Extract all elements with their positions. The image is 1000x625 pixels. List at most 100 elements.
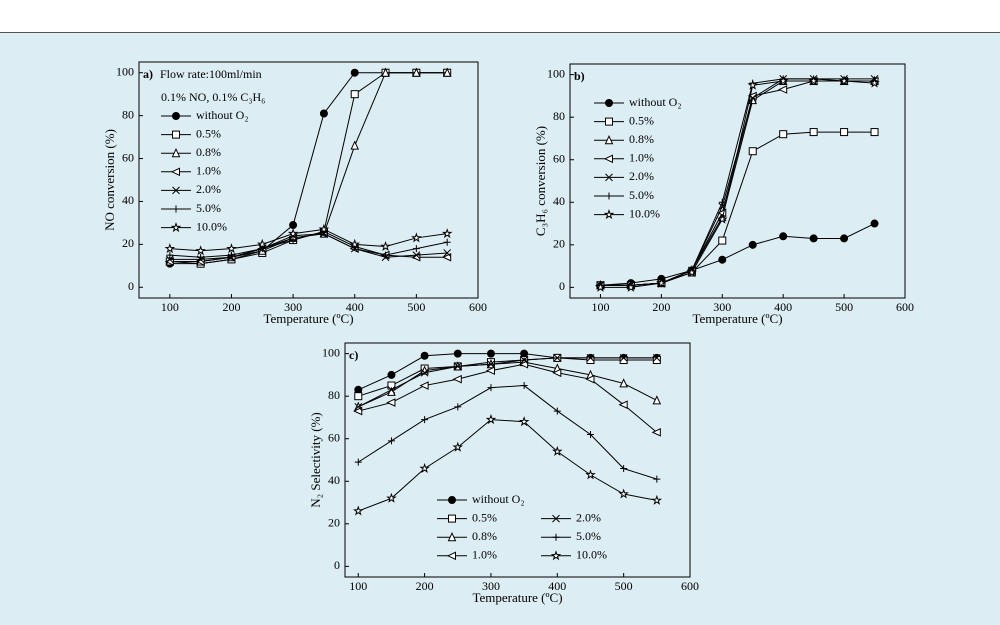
- marker: [164, 243, 176, 254]
- marker: [319, 109, 328, 118]
- legend-marker: [552, 514, 560, 523]
- marker: [387, 437, 395, 445]
- marker: [353, 406, 363, 416]
- marker: [354, 402, 363, 411]
- legend-label: 2.0%: [629, 169, 654, 183]
- x-tick-label: 500: [615, 579, 633, 593]
- marker: [412, 245, 420, 253]
- legend-label: 0.8%: [629, 132, 654, 146]
- panel-label: a): [143, 67, 153, 81]
- marker: [227, 251, 235, 259]
- y-tick-label: 60: [122, 150, 134, 164]
- marker: [808, 75, 819, 86]
- marker: [518, 416, 530, 427]
- marker: [442, 67, 452, 77]
- x-tick-label: 600: [681, 579, 699, 593]
- y-tick-label: 80: [328, 388, 340, 402]
- marker: [350, 90, 359, 99]
- legend-label: 0.8%: [472, 529, 497, 543]
- legend-marker: [605, 173, 613, 182]
- marker: [454, 403, 462, 411]
- x-tick-label: 200: [416, 579, 434, 593]
- series-line: [358, 357, 657, 397]
- marker: [520, 382, 528, 390]
- y-tick-label: 20: [553, 237, 565, 251]
- marker: [289, 221, 298, 230]
- x-tick-label: 600: [896, 300, 914, 314]
- legend-marker: [448, 514, 456, 523]
- x-tick-label: 300: [713, 300, 731, 314]
- legend-label: 10.0%: [629, 206, 660, 220]
- marker: [441, 228, 453, 239]
- series-line: [600, 80, 875, 288]
- y-tick-label: 0: [128, 279, 134, 293]
- marker: [453, 362, 462, 371]
- marker: [652, 395, 662, 405]
- x-tick-label: 200: [222, 300, 240, 314]
- legend-label: 2.0%: [576, 510, 601, 524]
- marker: [718, 255, 727, 264]
- series-line: [358, 385, 657, 480]
- marker: [380, 240, 391, 252]
- marker: [870, 219, 879, 228]
- marker: [651, 428, 661, 437]
- marker: [586, 430, 594, 438]
- legend-marker: [170, 222, 182, 233]
- legend-label: without O₂: [629, 95, 682, 109]
- y-tick-label: 20: [122, 236, 134, 250]
- y-axis-label: NO conversion (%): [102, 129, 117, 231]
- series-line: [358, 357, 657, 408]
- annotation: Flow rate:100ml/min: [160, 67, 262, 81]
- legend-label: 10.0%: [576, 548, 607, 562]
- marker: [452, 374, 462, 384]
- legend-marker: [447, 532, 457, 542]
- marker: [651, 494, 663, 505]
- marker: [289, 236, 297, 244]
- marker: [412, 251, 421, 259]
- marker: [387, 370, 396, 379]
- marker: [619, 356, 628, 365]
- marker: [354, 392, 363, 401]
- marker: [619, 354, 628, 362]
- marker: [354, 458, 362, 466]
- y-tick-label: 40: [553, 194, 565, 208]
- marker: [809, 128, 818, 137]
- marker: [595, 281, 606, 292]
- marker: [165, 255, 174, 264]
- marker: [487, 384, 495, 392]
- marker: [256, 238, 268, 249]
- marker: [779, 130, 788, 139]
- marker: [420, 368, 429, 377]
- x-tick-label: 100: [161, 300, 179, 314]
- x-tick-label: 400: [346, 300, 364, 314]
- legend-marker: [605, 117, 613, 126]
- legend-label: 5.0%: [629, 188, 654, 202]
- marker: [748, 147, 757, 156]
- marker: [779, 232, 788, 241]
- marker: [840, 128, 849, 137]
- series-line: [169, 228, 448, 252]
- legend-label: 1.0%: [629, 151, 654, 165]
- legend-label: 10.0%: [196, 219, 227, 233]
- legend-marker: [604, 135, 614, 145]
- x-tick-label: 600: [469, 300, 487, 314]
- marker: [809, 234, 818, 243]
- marker: [652, 354, 661, 362]
- series-line: [169, 230, 448, 258]
- marker: [748, 240, 757, 249]
- marker: [195, 245, 206, 256]
- x-tick-label: 300: [284, 300, 302, 314]
- series-line: [169, 233, 448, 260]
- marker: [443, 238, 451, 246]
- legend-label: without O₂: [196, 108, 249, 122]
- plot-frame: [344, 342, 691, 578]
- y-tick-label: 100: [322, 345, 340, 359]
- marker: [618, 400, 628, 409]
- legend-marker: [605, 99, 613, 107]
- marker: [869, 77, 880, 88]
- y-axis-label: N₂ Selectivity (%): [308, 412, 323, 508]
- marker: [586, 356, 595, 365]
- marker: [485, 414, 497, 425]
- x-axis-label: Temperature (ºC): [263, 311, 353, 326]
